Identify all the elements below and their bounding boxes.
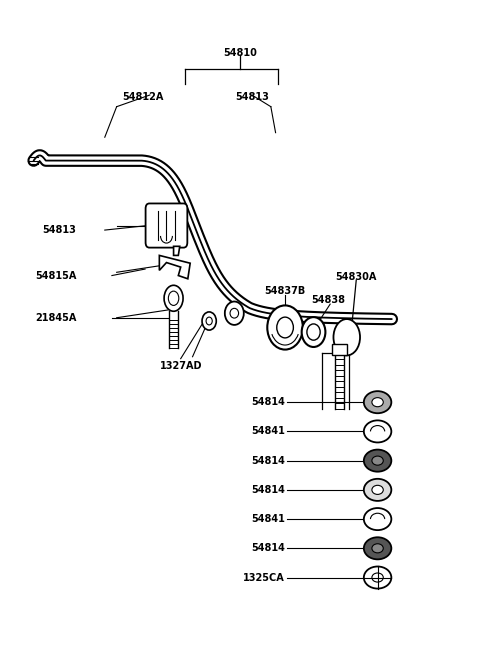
Text: 54841: 54841	[251, 514, 285, 524]
Ellipse shape	[364, 421, 391, 442]
Ellipse shape	[372, 398, 384, 407]
FancyBboxPatch shape	[145, 204, 187, 248]
Text: 54830A: 54830A	[336, 272, 377, 282]
Text: 54810: 54810	[223, 48, 257, 58]
Text: 54815A: 54815A	[35, 271, 76, 280]
Ellipse shape	[307, 324, 320, 340]
Ellipse shape	[372, 456, 384, 465]
Ellipse shape	[364, 449, 391, 472]
Ellipse shape	[372, 544, 384, 553]
Ellipse shape	[364, 391, 391, 413]
Ellipse shape	[206, 317, 212, 325]
Ellipse shape	[364, 567, 391, 589]
Polygon shape	[174, 246, 180, 255]
Text: 54814: 54814	[251, 543, 285, 553]
Circle shape	[334, 319, 360, 356]
Text: 21845A: 21845A	[35, 312, 76, 323]
Circle shape	[164, 286, 183, 311]
Text: 54812A: 54812A	[122, 92, 163, 102]
Text: 1327AD: 1327AD	[159, 362, 202, 371]
Circle shape	[168, 291, 179, 305]
Ellipse shape	[372, 485, 384, 495]
Ellipse shape	[225, 301, 244, 325]
Ellipse shape	[277, 317, 293, 338]
Text: 1325CA: 1325CA	[243, 572, 285, 582]
Text: 54813: 54813	[42, 225, 76, 235]
Ellipse shape	[364, 508, 391, 530]
Text: 54814: 54814	[251, 456, 285, 466]
Text: 54814: 54814	[251, 485, 285, 495]
Text: 54813: 54813	[235, 92, 269, 102]
Polygon shape	[159, 255, 190, 279]
Ellipse shape	[301, 317, 325, 347]
Text: 54841: 54841	[251, 426, 285, 436]
Ellipse shape	[364, 479, 391, 501]
Text: 54837B: 54837B	[264, 286, 306, 296]
Text: 54838: 54838	[311, 295, 345, 305]
Ellipse shape	[267, 305, 303, 350]
FancyBboxPatch shape	[332, 344, 347, 356]
Ellipse shape	[230, 309, 239, 318]
Text: 54814: 54814	[251, 397, 285, 407]
Ellipse shape	[202, 312, 216, 330]
Ellipse shape	[364, 537, 391, 559]
Ellipse shape	[372, 573, 384, 582]
